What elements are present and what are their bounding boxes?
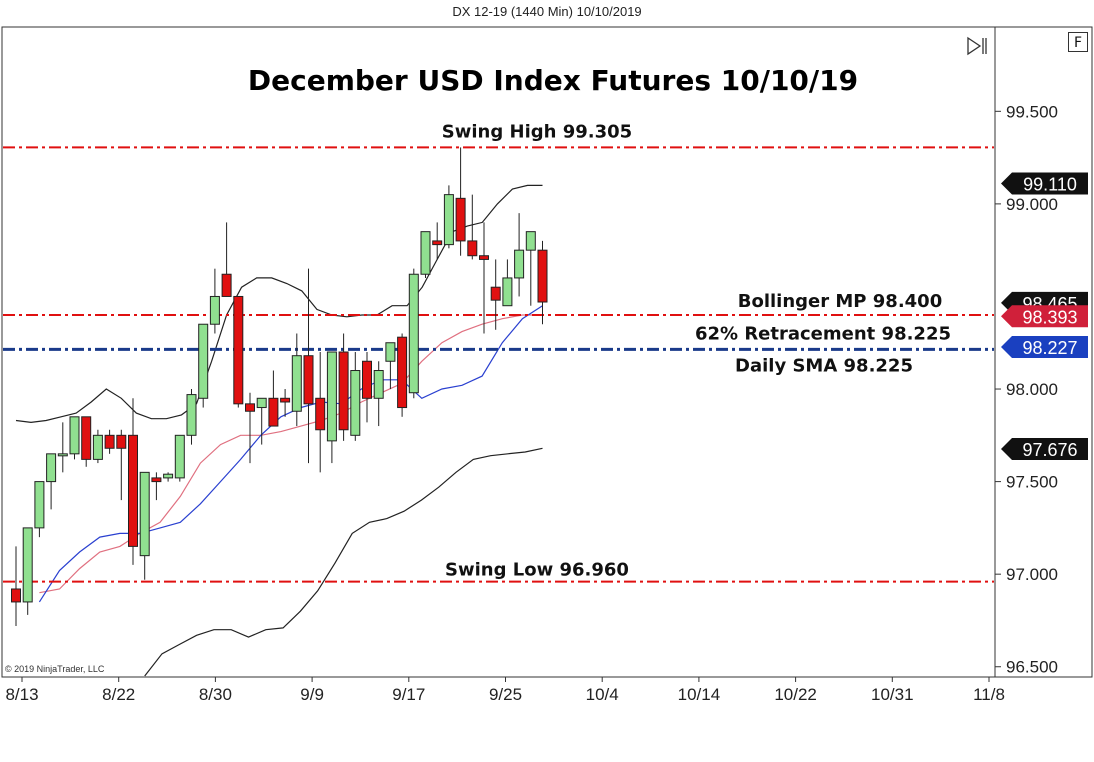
x-tick-label: 9/25 bbox=[489, 685, 522, 704]
candle-down bbox=[490, 286, 501, 301]
y-tick-label: 96.500 bbox=[1006, 658, 1058, 677]
candle-down bbox=[455, 197, 466, 242]
candle-down bbox=[233, 295, 244, 405]
candle-up bbox=[198, 323, 209, 399]
copyright-text: © 2019 NinjaTrader, LLC bbox=[5, 664, 105, 674]
candle-down bbox=[81, 416, 92, 460]
candle-down bbox=[303, 355, 314, 405]
level-label: Swing Low 96.960 bbox=[445, 560, 629, 581]
bollinger-midline bbox=[39, 314, 543, 594]
y-tick-label: 99.500 bbox=[1006, 102, 1058, 121]
x-tick-label: 8/13 bbox=[5, 685, 38, 704]
candle-up bbox=[291, 355, 302, 412]
candle-up bbox=[92, 434, 103, 460]
candle-up bbox=[209, 295, 220, 325]
level-label: Bollinger MP 98.400 bbox=[738, 291, 942, 312]
candle-down bbox=[338, 351, 349, 431]
price-marker-label: 99.110 bbox=[1023, 175, 1077, 195]
candle-up bbox=[69, 416, 80, 455]
level-lines: Swing High 99.305 Bollinger MP 98.400 62% … bbox=[3, 121, 994, 583]
level-label: Swing High 99.305 bbox=[442, 121, 632, 142]
candle-down bbox=[537, 249, 548, 303]
candle-up bbox=[443, 194, 454, 246]
chart-panel-border bbox=[1, 26, 1093, 678]
candle-up bbox=[57, 453, 68, 457]
bollinger-upper-band bbox=[15, 184, 543, 424]
level-label: Daily SMA 98.225 bbox=[735, 355, 913, 376]
candle-up bbox=[525, 231, 536, 251]
window-title: DX 12-19 (1440 Min) 10/10/2019 bbox=[452, 4, 642, 19]
candle-up bbox=[34, 481, 45, 529]
x-tick-label: 11/8 bbox=[973, 685, 1005, 704]
candle-up bbox=[186, 394, 197, 436]
candle-up bbox=[139, 471, 150, 557]
candle-up bbox=[385, 342, 396, 362]
y-tick-label: 99.000 bbox=[1006, 195, 1058, 214]
candle-down bbox=[11, 588, 21, 603]
indicator-layer bbox=[15, 184, 543, 677]
scroll-to-end-icon[interactable] bbox=[966, 36, 990, 56]
price-marker bbox=[1001, 305, 1088, 328]
y-tick-label: 97.000 bbox=[1006, 565, 1058, 584]
price-marker bbox=[1001, 438, 1088, 461]
price-marker-label: 98.227 bbox=[1022, 338, 1077, 358]
candle-up bbox=[256, 397, 267, 409]
price-marker bbox=[1001, 336, 1088, 359]
candle-down bbox=[128, 434, 138, 547]
y-tick-label: 97.500 bbox=[1006, 473, 1058, 492]
level-label: 62% Retracement 98.225 bbox=[695, 323, 951, 344]
candle-up bbox=[408, 273, 419, 394]
chart-title: December USD Index Futures 10/10/19 bbox=[248, 64, 858, 97]
candles-layer bbox=[11, 147, 548, 627]
candle-up bbox=[326, 351, 337, 442]
candle-down bbox=[280, 397, 291, 403]
x-tick-label: 8/22 bbox=[102, 685, 135, 704]
y-tick-label: 98.000 bbox=[1006, 380, 1058, 399]
candle-down bbox=[467, 240, 478, 257]
x-tick-label: 9/17 bbox=[392, 685, 425, 704]
x-tick-label: 10/4 bbox=[586, 685, 619, 704]
candle-up bbox=[350, 370, 361, 436]
price-marker-label: 98.393 bbox=[1022, 307, 1077, 327]
x-tick-label: 8/30 bbox=[199, 685, 232, 704]
sma-curve bbox=[38, 305, 543, 603]
candle-down bbox=[245, 403, 255, 412]
candle-down bbox=[104, 434, 115, 449]
candle-down bbox=[116, 434, 127, 449]
candle-down bbox=[362, 360, 372, 399]
candle-up bbox=[163, 473, 174, 479]
candle-up bbox=[514, 249, 525, 279]
price-marker-label: 97.676 bbox=[1022, 440, 1077, 460]
date-axis: 8/13 8/22 8/30 9/9 9/17 9/25 10/4 10/14 10/22 10/… bbox=[5, 677, 1005, 704]
candle-up bbox=[46, 453, 57, 483]
fit-mode-button[interactable]: F bbox=[1068, 32, 1088, 52]
candle-down bbox=[268, 397, 279, 427]
candle-down bbox=[479, 255, 489, 260]
x-tick-label: 10/22 bbox=[774, 685, 817, 704]
candle-down bbox=[221, 273, 232, 297]
x-tick-label: 9/9 bbox=[300, 685, 324, 704]
candle-up bbox=[420, 231, 431, 275]
candle-down bbox=[432, 240, 443, 246]
price-axis: 99.500 99.000 98.000 97.500 97.000 96.500 bbox=[995, 102, 1058, 677]
candle-up bbox=[373, 370, 384, 399]
x-tick-label: 10/31 bbox=[871, 685, 914, 704]
price-marker bbox=[1001, 172, 1088, 195]
candle-down bbox=[397, 336, 408, 409]
candle-up bbox=[22, 527, 33, 603]
candle-up bbox=[174, 434, 185, 479]
bollinger-lower-band bbox=[144, 447, 543, 677]
candle-down bbox=[315, 397, 326, 431]
x-tick-label: 10/14 bbox=[678, 685, 721, 704]
candle-up bbox=[502, 277, 513, 307]
candle-down bbox=[151, 477, 162, 483]
